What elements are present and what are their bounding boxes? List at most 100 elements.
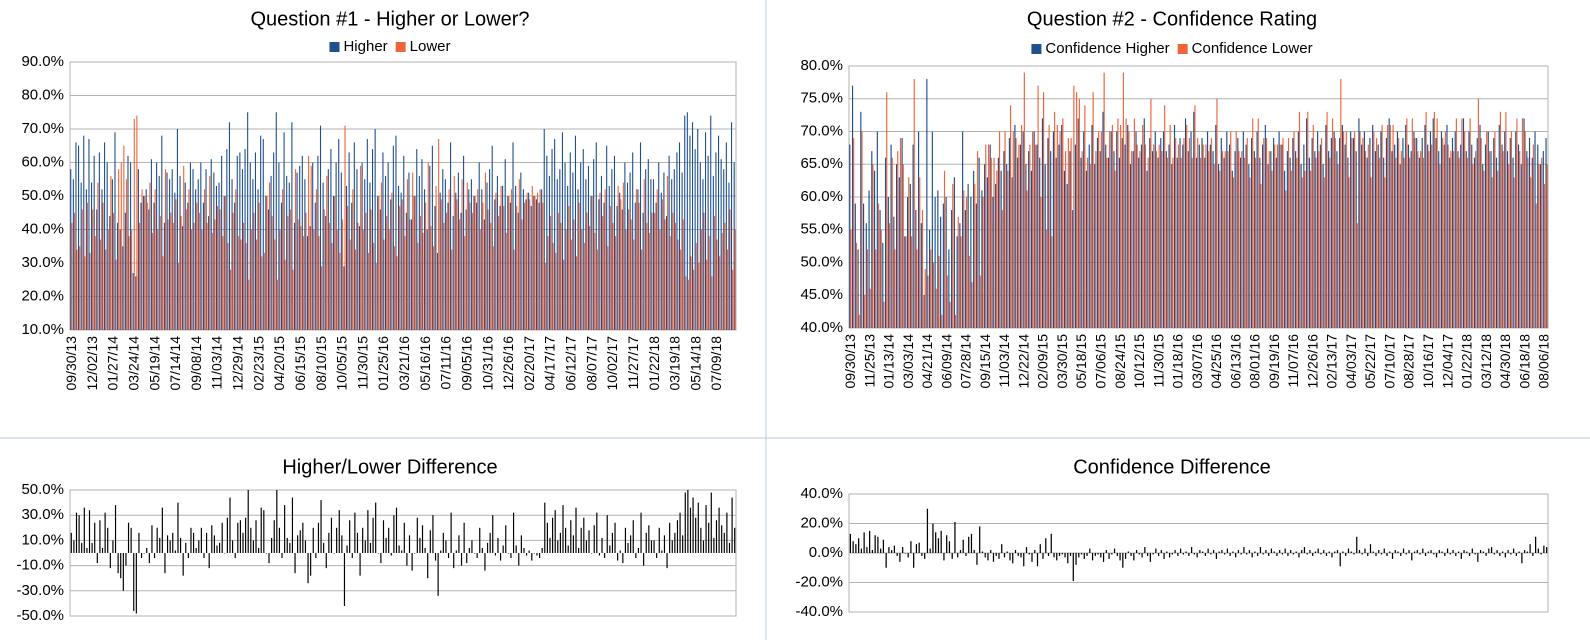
bar (1179, 138, 1181, 328)
bar (1510, 553, 1512, 555)
bar (1468, 553, 1471, 556)
bar (522, 189, 524, 330)
bar (421, 159, 423, 330)
bar (1466, 157, 1468, 328)
bar (1036, 553, 1039, 567)
bar (1422, 548, 1424, 553)
bar (658, 162, 660, 330)
bar (1265, 550, 1267, 553)
bar (1065, 151, 1067, 328)
bar (443, 222, 445, 330)
bar (398, 185, 400, 330)
bar (1494, 131, 1496, 328)
y-tick-label: 10.0% (21, 321, 64, 338)
bar (261, 256, 263, 330)
bar (234, 553, 236, 559)
bar (347, 206, 349, 330)
bar (588, 530, 590, 553)
bar (548, 175, 550, 330)
bar (598, 199, 600, 330)
x-tick-label: 11/27/17 (625, 336, 641, 390)
bar (959, 550, 962, 553)
bar (964, 210, 966, 328)
bar (719, 256, 721, 330)
bar (223, 196, 225, 330)
bar (864, 295, 866, 328)
bar (1436, 118, 1438, 329)
bar (125, 553, 127, 566)
bar (1042, 553, 1044, 559)
bar (482, 202, 484, 330)
bar (221, 522, 223, 553)
bar (880, 229, 882, 328)
bar (543, 129, 545, 330)
bar (1133, 118, 1135, 329)
bar (325, 216, 327, 330)
bar (167, 219, 169, 330)
bar (91, 542, 93, 553)
bar (1124, 144, 1126, 328)
bar (1054, 111, 1056, 328)
bar (1433, 553, 1435, 555)
bar (959, 223, 961, 328)
bar (146, 547, 148, 553)
y-tick-label: 50.0% (21, 187, 64, 204)
bar (606, 515, 608, 553)
bar (1493, 138, 1495, 328)
bar (227, 242, 229, 330)
bar (83, 507, 85, 553)
x-tick-label: 02/20/17 (521, 336, 537, 391)
bar (1160, 138, 1162, 328)
bar (118, 169, 120, 330)
bar (630, 219, 632, 330)
bar (315, 553, 317, 559)
bar (656, 553, 658, 559)
bar (561, 132, 563, 330)
bar (1119, 553, 1121, 561)
bar (213, 172, 215, 330)
bar (414, 553, 416, 554)
y-tick-label: 60.0% (21, 153, 64, 170)
bar (200, 162, 202, 330)
bar (1055, 157, 1057, 328)
bar (685, 276, 687, 330)
bar (1523, 118, 1525, 329)
bar (1216, 98, 1218, 328)
bar (469, 202, 471, 330)
bar (1199, 550, 1201, 553)
bar (170, 212, 172, 330)
bar (556, 179, 558, 330)
bar (635, 189, 637, 330)
bar (1226, 548, 1229, 553)
bar (604, 553, 606, 559)
bar (1361, 553, 1363, 555)
bar (930, 249, 932, 328)
bar (70, 532, 72, 553)
bar (307, 553, 309, 584)
bar (1100, 131, 1102, 328)
bar (117, 222, 119, 330)
bar (458, 219, 461, 330)
bar (114, 505, 117, 553)
bar (1505, 111, 1507, 328)
bar (1043, 92, 1045, 328)
bar (203, 553, 205, 559)
bar (124, 212, 126, 330)
bar (1380, 131, 1382, 328)
bar (681, 172, 683, 330)
bar (109, 216, 111, 330)
bar (920, 223, 922, 328)
bar (476, 202, 478, 330)
bar (198, 212, 200, 330)
bar (528, 550, 530, 553)
bar (893, 545, 896, 553)
bar (166, 172, 168, 330)
x-tick-label: 01/18/16 (1170, 334, 1186, 389)
bar (1161, 151, 1163, 328)
bar (250, 229, 252, 330)
bar (242, 532, 244, 553)
bar (1388, 118, 1390, 329)
bar (1254, 551, 1256, 553)
y-tick-label: -40.0% (795, 603, 843, 620)
